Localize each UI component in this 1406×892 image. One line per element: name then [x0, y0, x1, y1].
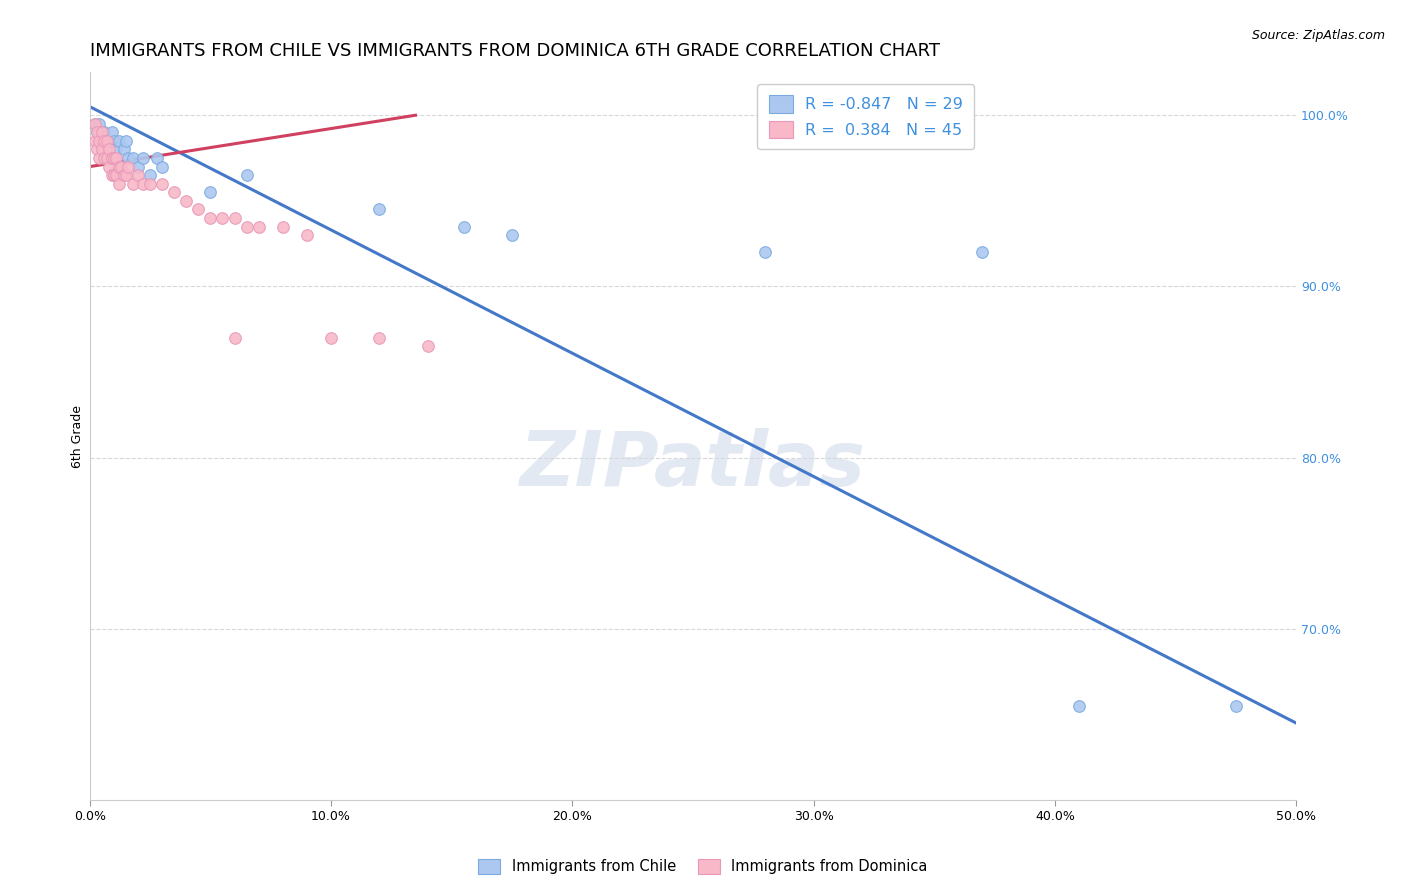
Text: IMMIGRANTS FROM CHILE VS IMMIGRANTS FROM DOMINICA 6TH GRADE CORRELATION CHART: IMMIGRANTS FROM CHILE VS IMMIGRANTS FROM…	[90, 42, 939, 60]
Point	[86, 125, 108, 139]
Point	[112, 168, 135, 182]
Point	[150, 160, 173, 174]
Point	[83, 117, 105, 131]
Point	[368, 202, 391, 217]
Y-axis label: 6th Grade: 6th Grade	[72, 405, 84, 467]
Point	[127, 168, 149, 182]
Point	[271, 219, 294, 234]
Point	[86, 143, 108, 157]
Point	[235, 168, 257, 182]
Point	[107, 160, 129, 174]
Point	[132, 177, 155, 191]
Point	[89, 151, 111, 165]
Point	[211, 211, 233, 225]
Point	[105, 151, 128, 165]
Point	[235, 219, 257, 234]
Point	[93, 125, 115, 139]
Point	[105, 168, 128, 182]
Point	[200, 211, 222, 225]
Point	[1067, 698, 1090, 713]
Point	[176, 194, 198, 208]
Point	[96, 151, 118, 165]
Point	[453, 219, 475, 234]
Point	[115, 168, 138, 182]
Point	[319, 331, 342, 345]
Point	[501, 228, 523, 243]
Legend: R = -0.847   N = 29, R =  0.384   N = 45: R = -0.847 N = 29, R = 0.384 N = 45	[758, 84, 974, 149]
Point	[98, 134, 121, 148]
Point	[83, 134, 105, 148]
Point	[187, 202, 209, 217]
Point	[122, 177, 145, 191]
Point	[110, 160, 132, 174]
Point	[89, 117, 111, 131]
Point	[93, 134, 115, 148]
Point	[150, 177, 173, 191]
Point	[132, 151, 155, 165]
Point	[112, 143, 135, 157]
Point	[247, 219, 270, 234]
Point	[224, 331, 246, 345]
Point	[90, 143, 112, 157]
Point	[416, 339, 439, 353]
Point	[224, 211, 246, 225]
Point	[89, 134, 111, 148]
Point	[105, 143, 128, 157]
Point	[163, 186, 186, 200]
Point	[146, 151, 169, 165]
Point	[100, 125, 122, 139]
Point	[98, 143, 121, 157]
Point	[368, 331, 391, 345]
Point	[98, 160, 121, 174]
Point	[103, 168, 125, 182]
Point	[117, 160, 139, 174]
Point	[103, 134, 125, 148]
Text: Source: ZipAtlas.com: Source: ZipAtlas.com	[1251, 29, 1385, 42]
Point	[107, 177, 129, 191]
Point	[107, 134, 129, 148]
Point	[93, 151, 115, 165]
Point	[100, 151, 122, 165]
Point	[127, 160, 149, 174]
Point	[115, 134, 138, 148]
Point	[83, 117, 105, 131]
Point	[1225, 698, 1247, 713]
Point	[754, 245, 776, 260]
Point	[90, 134, 112, 148]
Legend: Immigrants from Chile, Immigrants from Dominica: Immigrants from Chile, Immigrants from D…	[472, 853, 934, 880]
Point	[972, 245, 994, 260]
Point	[96, 134, 118, 148]
Point	[96, 134, 118, 148]
Text: ZIPatlas: ZIPatlas	[520, 428, 866, 502]
Point	[86, 125, 108, 139]
Point	[139, 177, 162, 191]
Point	[100, 168, 122, 182]
Point	[139, 168, 162, 182]
Point	[90, 125, 112, 139]
Point	[122, 151, 145, 165]
Point	[200, 186, 222, 200]
Point	[103, 151, 125, 165]
Point	[117, 151, 139, 165]
Point	[295, 228, 318, 243]
